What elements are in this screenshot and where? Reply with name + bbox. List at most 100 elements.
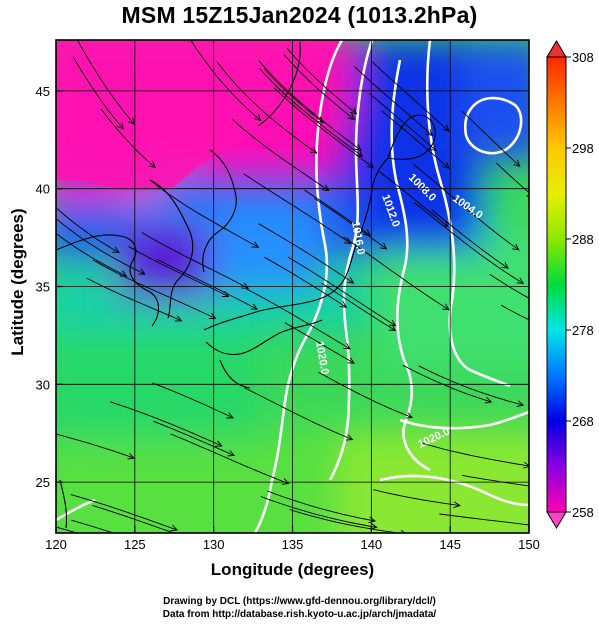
streamline <box>258 60 362 151</box>
streamline-arrow <box>596 325 599 331</box>
contour-label: 1016.0 <box>349 220 367 255</box>
streamline-arrow <box>442 124 450 132</box>
isobar <box>328 40 374 481</box>
streamline-arrow <box>281 478 290 485</box>
coastline <box>56 234 160 327</box>
streamline <box>373 489 460 507</box>
streamline-arrow <box>226 412 234 419</box>
x-tick-label: 140 <box>360 537 382 552</box>
x-tick-label: 135 <box>282 537 304 552</box>
colorbar-tick-label: 298 <box>572 141 594 156</box>
streamline <box>76 40 135 125</box>
streamline <box>260 496 377 528</box>
colorbar-tick-label: 308 <box>572 50 594 65</box>
isobar <box>463 96 523 155</box>
streamline <box>267 490 376 522</box>
streamline <box>321 282 396 331</box>
streamline-arrow <box>316 116 324 124</box>
streamline <box>318 371 413 418</box>
colorbar-tick-label: 278 <box>572 323 594 338</box>
streamline-arrow <box>347 113 356 121</box>
streamline <box>170 433 289 484</box>
streamline-arrow <box>149 542 156 548</box>
streamline-arrow <box>442 161 450 169</box>
streamline-arrow <box>442 303 450 311</box>
coastline <box>387 114 436 160</box>
streamline-arrow <box>321 184 330 192</box>
streamline <box>244 387 353 441</box>
streamline <box>156 258 258 310</box>
streamline <box>381 110 450 169</box>
coastline <box>205 319 323 356</box>
streamline <box>461 110 521 167</box>
temperature-field <box>56 40 529 533</box>
y-axis-label: Latitude (degrees) <box>8 208 27 356</box>
streamline-arrow <box>388 319 397 327</box>
colorbar: 258 268 278 288 298 308 <box>546 40 594 529</box>
x-tick-label: 130 <box>203 537 225 552</box>
streamline <box>343 236 450 311</box>
streamline <box>70 494 178 531</box>
streamline-arrow <box>590 341 597 347</box>
x-tick-label: 150 <box>518 537 540 552</box>
coastline <box>59 479 68 529</box>
colorbar-max-arrow <box>546 40 567 58</box>
coastlines <box>56 41 436 529</box>
streamline-arrow <box>347 357 355 364</box>
streamline <box>420 442 529 467</box>
streamline <box>56 218 146 275</box>
streamline <box>128 246 229 297</box>
colorbar-tick-label: 258 <box>572 505 594 520</box>
streamline-arrow <box>227 450 236 457</box>
streamline <box>304 189 371 236</box>
streamline <box>413 202 524 284</box>
streamline-arrow <box>379 242 388 250</box>
streamline <box>56 206 120 253</box>
colorbar-scale <box>546 56 567 513</box>
streamline-arrow <box>370 522 378 530</box>
streamline-arrow <box>405 412 414 419</box>
coastline <box>149 179 194 319</box>
colorbar-ticks: 258 268 278 288 298 308 <box>566 50 594 520</box>
streamline-arrow <box>241 282 250 289</box>
streamline-arrow <box>251 241 260 248</box>
streamline <box>56 232 127 277</box>
streamline <box>286 47 357 115</box>
streamline <box>152 382 234 419</box>
coastline <box>257 41 301 127</box>
streamline <box>231 118 329 191</box>
streamline <box>110 401 222 447</box>
credit-line-drawing: Drawing by DCL (https://www.gfd-dennou.o… <box>163 596 436 607</box>
streamline-arrow <box>501 262 509 269</box>
streamline-arrow <box>174 315 183 322</box>
colorbar-tick-label: 268 <box>572 414 594 429</box>
streamline <box>534 521 599 546</box>
y-tick-label: 45 <box>36 84 50 99</box>
streamline-arrow <box>119 270 128 277</box>
x-tick-label: 125 <box>124 537 146 552</box>
isobar <box>379 474 529 507</box>
streamline <box>152 420 235 456</box>
streamline-arrow <box>254 114 262 122</box>
streamline <box>379 171 449 227</box>
x-tick-label: 120 <box>45 537 67 552</box>
streamline-arrow <box>429 144 438 152</box>
chart-title: MSM 15Z15Jan2024 (1013.2hPa) <box>121 2 478 28</box>
streamline-arrow <box>117 122 125 130</box>
streamline-arrow <box>112 246 120 254</box>
credit-line-data: Data from http://database.rish.kyoto-u.a… <box>162 609 437 620</box>
streamline <box>92 505 175 533</box>
streamline-arrow <box>221 290 230 297</box>
streamline-arrow <box>523 461 529 469</box>
streamline <box>495 162 529 194</box>
streamline-arrow <box>148 161 157 169</box>
colorbar-tick-label: 288 <box>572 232 594 247</box>
x-axis-label: Longitude (degrees) <box>210 560 375 579</box>
coastline <box>203 157 389 331</box>
streamline <box>418 365 524 406</box>
streamline-arrow <box>138 268 146 275</box>
y-tick-label: 30 <box>36 377 50 392</box>
isobar <box>399 410 529 430</box>
streamline <box>92 259 216 319</box>
